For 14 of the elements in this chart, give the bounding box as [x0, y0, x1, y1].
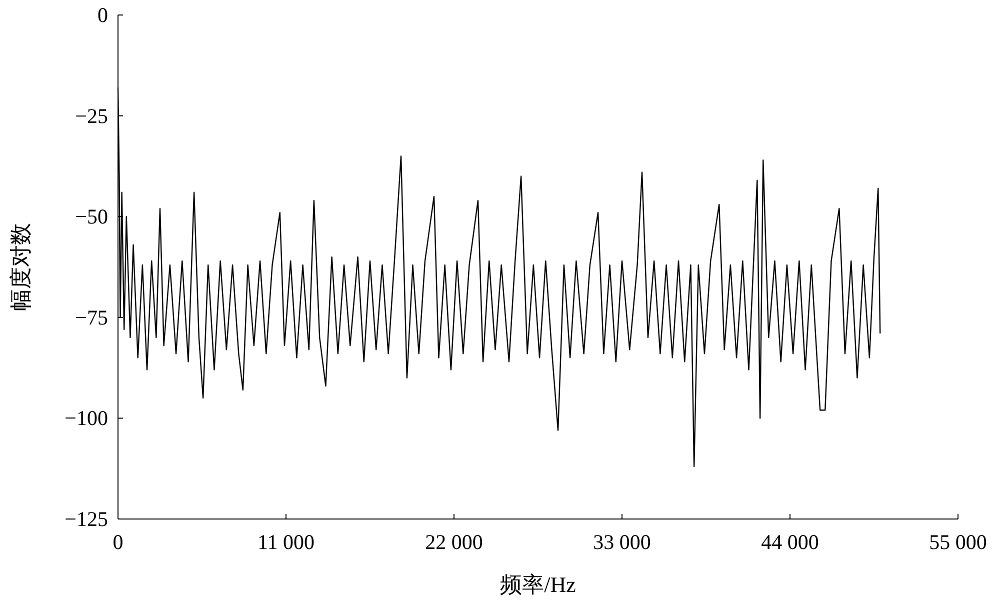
y-tick-label: −100 [64, 406, 108, 430]
y-tick-label: −125 [64, 507, 108, 531]
x-tick-label: 11 000 [258, 530, 314, 554]
x-tick-label: 55 000 [929, 530, 987, 554]
y-axis-title: 幅度对数 [8, 223, 33, 311]
x-axis-title: 频率/Hz [500, 572, 576, 597]
x-tick-label: 0 [112, 530, 124, 554]
x-tick-label: 44 000 [761, 530, 819, 554]
y-tick-label: 0 [98, 3, 108, 27]
x-tick-label: 33 000 [593, 530, 651, 554]
y-tick-label: −50 [75, 204, 108, 229]
y-tick-label: −25 [75, 104, 108, 128]
x-tick-label: 22 000 [425, 530, 483, 554]
y-tick-label: −75 [75, 305, 108, 330]
